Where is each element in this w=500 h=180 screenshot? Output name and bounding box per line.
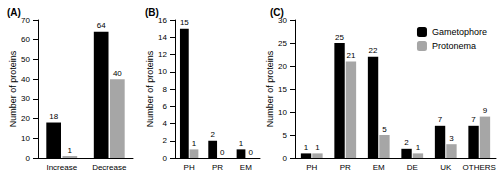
svg-text:PH: PH [306,163,317,172]
svg-text:7: 7 [471,115,476,124]
svg-text:4: 4 [163,119,168,128]
svg-text:Protonema: Protonema [432,41,476,51]
svg-text:12: 12 [158,50,167,59]
svg-text:20: 20 [278,62,287,71]
svg-text:Decrease: Decrease [92,163,127,172]
svg-text:5: 5 [283,131,288,140]
svg-text:25: 25 [278,39,287,48]
svg-text:1: 1 [304,143,309,152]
svg-text:EM: EM [240,163,252,172]
svg-text:0: 0 [283,154,288,163]
svg-text:0: 0 [220,148,225,157]
svg-text:10: 10 [21,134,30,143]
svg-text:20: 20 [21,114,30,123]
svg-text:Increase: Increase [46,163,77,172]
svg-text:16: 16 [158,16,167,25]
svg-text:9: 9 [483,106,488,115]
svg-text:(C): (C) [270,7,284,18]
svg-text:2: 2 [210,130,215,139]
svg-text:(A): (A) [7,7,21,18]
svg-text:30: 30 [21,94,30,103]
svg-text:DE: DE [407,163,418,172]
svg-text:14: 14 [158,33,167,42]
svg-text:8: 8 [163,85,168,94]
svg-text:1: 1 [192,139,197,148]
svg-text:PH: PH [184,163,195,172]
svg-text:40: 40 [113,69,122,78]
svg-text:EM: EM [373,163,385,172]
svg-text:25: 25 [335,33,344,42]
svg-text:40: 40 [21,75,30,84]
svg-text:1: 1 [68,146,73,155]
svg-text:1: 1 [416,143,421,152]
svg-text:1: 1 [239,139,244,148]
svg-text:30: 30 [278,15,287,25]
svg-text:PR: PR [212,163,223,172]
svg-text:OTHERS: OTHERS [463,163,496,172]
svg-text:7: 7 [438,115,443,124]
svg-text:0: 0 [26,154,31,163]
svg-text:2: 2 [404,138,409,147]
svg-text:18: 18 [49,112,58,121]
svg-text:3: 3 [449,134,454,143]
svg-text:Gametophore: Gametophore [432,27,487,37]
svg-text:64: 64 [97,21,106,30]
svg-text:(B): (B) [145,7,159,18]
svg-text:UK: UK [440,163,452,172]
svg-text:2: 2 [163,136,168,145]
svg-text:15: 15 [180,18,189,27]
svg-text:15: 15 [278,85,287,94]
svg-text:10: 10 [278,108,287,117]
svg-text:0: 0 [163,154,168,163]
svg-text:6: 6 [163,102,168,111]
svg-text:Number of proteins: Number of proteins [265,50,275,127]
svg-text:5: 5 [382,125,387,134]
svg-text:10: 10 [158,67,167,76]
svg-text:21: 21 [346,51,355,60]
svg-text:50: 50 [21,55,30,64]
svg-text:22: 22 [369,46,378,55]
svg-text:60: 60 [21,35,30,44]
svg-text:70: 70 [21,16,30,25]
svg-text:Number of proteins: Number of proteins [145,50,155,127]
svg-text:PR: PR [340,163,351,172]
svg-text:Number of proteins: Number of proteins [8,50,18,127]
svg-text:0: 0 [248,148,253,157]
svg-text:1: 1 [315,143,320,152]
